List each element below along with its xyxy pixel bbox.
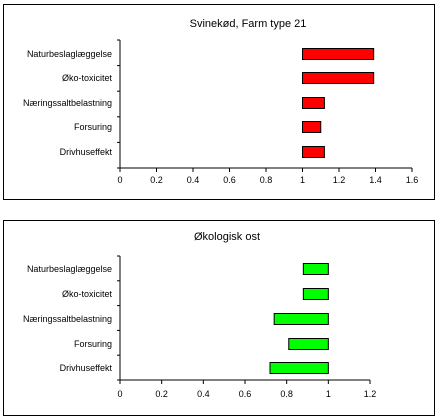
chart-panel-pork: Svinekød, Farm type 21 0 0.2 0.4 0.6 0.8 1 1.2 1… — [3, 4, 435, 200]
bar-naturbeslagl-ggelse — [302, 263, 329, 275]
bar-forsuring — [288, 338, 329, 350]
x-tick-label: 0.2 — [155, 389, 168, 399]
x-tick-label: 0.2 — [150, 175, 163, 185]
bar--ko-toxicitet — [302, 72, 375, 84]
bar--ko-toxicitet — [302, 288, 329, 300]
category-label: Øko-toxicitet — [62, 289, 113, 299]
x-tick-label: 0.6 — [223, 175, 236, 185]
category-label: Naturbeslaglæggelse — [27, 264, 112, 274]
category-label: Næringssaltbelastning — [23, 98, 112, 108]
category-label: Forsuring — [74, 339, 112, 349]
bar-forsuring — [302, 121, 322, 133]
x-tick-label: 1 — [300, 175, 305, 185]
x-tick-label: 0.6 — [239, 389, 252, 399]
x-tick-label: 1 — [326, 389, 331, 399]
x-tick-label: 0.4 — [197, 389, 210, 399]
category-label: Næringssaltbelastning — [23, 314, 112, 324]
category-label: Øko-toxicitet — [62, 73, 113, 83]
chart-title: Svinekød, Farm type 21 — [190, 18, 307, 30]
bar-n-ringssaltbelastning — [302, 97, 325, 109]
category-label: Naturbeslaglæggelse — [27, 49, 112, 59]
x-tick-label: 0 — [117, 175, 122, 185]
chart-title: Økologisk ost — [194, 231, 260, 243]
x-tick-label: 1.2 — [364, 389, 377, 399]
x-tick-label: 0 — [117, 389, 122, 399]
x-tick-label: 0.4 — [187, 175, 200, 185]
x-tick-label: 1.2 — [333, 175, 346, 185]
chart-panel-cheese: Økologisk ost 0 0.2 0.4 0.6 0.8 1 1.2 Naturbesla… — [3, 220, 435, 416]
bar-drivhuseffekt — [269, 362, 329, 374]
category-label: Drivhuseffekt — [60, 363, 113, 373]
bar-naturbeslagl-ggelse — [302, 48, 375, 60]
category-label: Drivhuseffekt — [60, 147, 113, 157]
x-tick-label: 0.8 — [260, 175, 273, 185]
x-tick-label: 0.8 — [280, 389, 293, 399]
category-label: Forsuring — [74, 122, 112, 132]
bar-n-ringssaltbelastning — [273, 313, 329, 325]
bar-drivhuseffekt — [302, 146, 325, 158]
chart-cheese: Økologisk ost 0 0.2 0.4 0.6 0.8 1 1.2 Naturbesla… — [23, 231, 377, 399]
x-tick-label: 1.6 — [406, 175, 419, 185]
x-tick-label: 1.4 — [369, 175, 382, 185]
chart-pork: Svinekød, Farm type 21 0 0.2 0.4 0.6 0.8 1 1.2 1… — [23, 18, 419, 185]
